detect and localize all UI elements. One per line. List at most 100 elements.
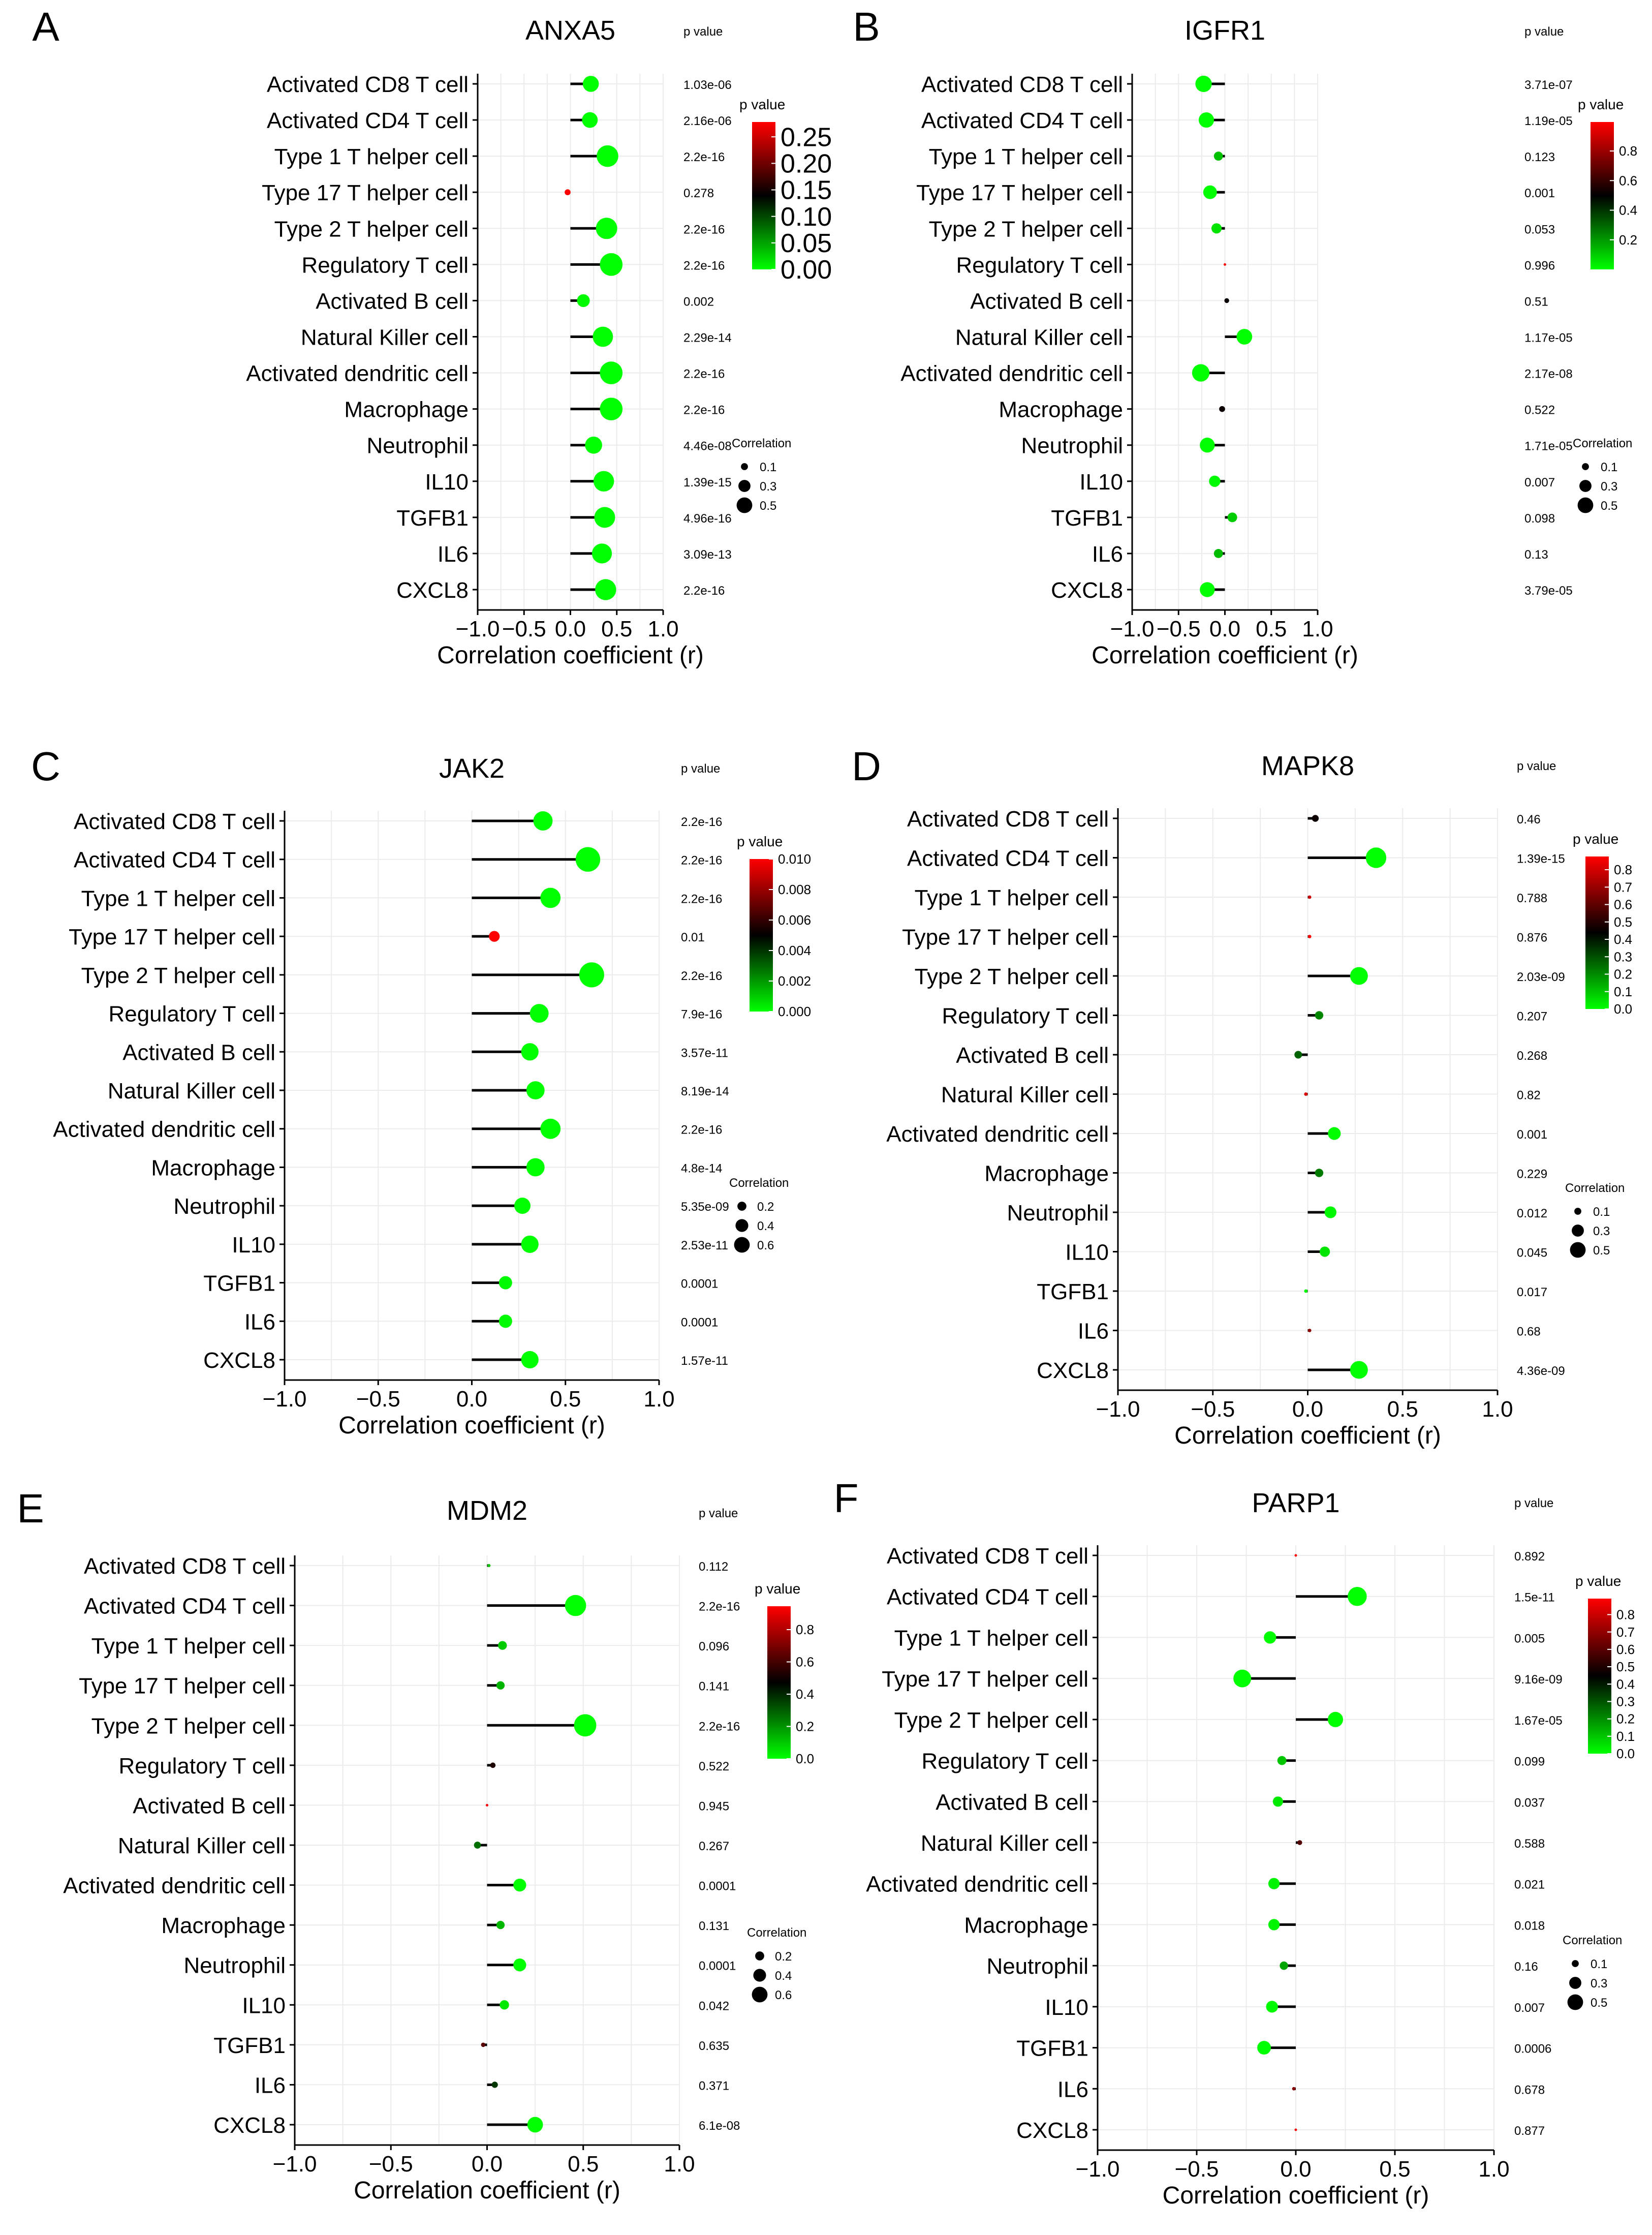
p-value-label: 2.03e-09 [1517, 970, 1565, 984]
panel-b: B IGFR1 Activated CD8 T cell Activated CD4 … [853, 4, 1637, 669]
lollipop-point [582, 76, 599, 92]
colorbar [750, 859, 773, 1012]
p-value-label: 3.79e-05 [1524, 584, 1573, 598]
p-value-label: 0.007 [1514, 2001, 1545, 2015]
p-value-label: 1.57e-11 [681, 1354, 728, 1368]
lollipop-point [1211, 223, 1222, 234]
colorbar-tick-label: 0.8 [1614, 862, 1632, 877]
lollipop-point [514, 1198, 531, 1214]
p-value-label: 0.877 [1514, 2124, 1545, 2138]
y-tick-label: Type 1 T helper cell [81, 886, 275, 911]
x-tick-label: −1.0 [1096, 1397, 1140, 1422]
y-tick-label: Activated dendritic cell [866, 1872, 1088, 1897]
colorbar-tick-label: 0.05 [781, 229, 832, 258]
colorbar-title: p value [1573, 831, 1618, 847]
p-value-label: 8.19e-14 [681, 1085, 729, 1098]
p-value-label: 0.131 [699, 1919, 729, 1933]
p-value-label: 0.945 [699, 1799, 729, 1813]
size-legend-label: 0.2 [757, 1200, 774, 1214]
y-tick-label: TGFB1 [396, 506, 469, 531]
lollipop-point [1200, 582, 1215, 597]
y-tick-label: Activated CD4 T cell [267, 108, 469, 133]
lollipop-point [1365, 847, 1387, 868]
p-value-label: 0.522 [1524, 404, 1555, 417]
y-tick-label: Neutrophil [1007, 1201, 1109, 1226]
lollipop-point [481, 2042, 486, 2047]
size-legend-dot [737, 1202, 746, 1211]
p-value-label: 7.9e-16 [681, 1008, 722, 1022]
colorbar-tick-label: 0.2 [1619, 232, 1637, 248]
lollipop-point [513, 1878, 526, 1892]
lollipop-point [1264, 1631, 1276, 1644]
p-value-label: 1.71e-05 [1524, 440, 1573, 453]
colorbar-tick-label: 0.7 [1614, 879, 1632, 895]
lollipop-point [1213, 549, 1223, 558]
size-legend-title: Correlation [1565, 1181, 1625, 1195]
chart-title: PARP1 [1252, 1488, 1339, 1518]
lollipop-point [600, 397, 623, 420]
size-legend-dot [734, 1237, 750, 1253]
p-value-label: 0.01 [681, 931, 705, 944]
p-value-label: 0.46 [1517, 813, 1541, 826]
size-legend-label: 0.2 [775, 1950, 792, 1964]
p-value-label: 0.996 [1524, 259, 1555, 272]
p-value-label: 2.53e-11 [681, 1239, 728, 1252]
p-value-label: 2.2e-16 [683, 259, 725, 272]
p-value-label: 4.96e-16 [683, 512, 732, 526]
chart-title: JAK2 [439, 753, 505, 784]
lollipop-point [540, 887, 561, 908]
lollipop-point [1266, 2001, 1278, 2013]
y-tick-label: CXCL8 [213, 2113, 286, 2138]
size-legend-label: 0.4 [775, 1969, 792, 1983]
y-tick-label: Macrophage [964, 1913, 1088, 1938]
y-tick-label: Type 17 T helper cell [69, 925, 275, 950]
colorbar-tick-label: 0.4 [796, 1687, 814, 1702]
lollipop-point [1304, 1289, 1308, 1293]
y-tick-label: Type 17 T helper cell [902, 925, 1109, 950]
panel-letter: B [853, 4, 880, 49]
lollipop-point [1257, 2041, 1271, 2055]
colorbar-tick-label: 0.7 [1616, 1625, 1635, 1640]
colorbar-tick-label: 0.10 [781, 202, 832, 232]
y-tick-label: Type 17 T helper cell [79, 1674, 286, 1699]
colorbar-tick-label: 0.010 [778, 851, 811, 867]
lollipop-point [1348, 1586, 1367, 1606]
lollipop-point [513, 1958, 526, 1972]
colorbar-tick-label: 0.0 [796, 1751, 814, 1766]
y-tick-label: Type 2 T helper cell [915, 964, 1109, 989]
x-tick-label: 0.0 [1280, 2157, 1311, 2182]
lollipop-point [1315, 1011, 1324, 1020]
p-value-label: 2.2e-16 [681, 854, 722, 868]
y-tick-label: CXCL8 [396, 578, 469, 603]
size-legend-title: Correlation [1563, 1934, 1622, 1947]
p-value-header: p value [699, 1507, 738, 1520]
colorbar-title: p value [737, 834, 783, 849]
p-value-label: 0.021 [1514, 1878, 1545, 1892]
y-tick-label: TGFB1 [1016, 2036, 1088, 2061]
y-tick-label: Type 1 T helper cell [91, 1634, 286, 1659]
size-legend-label: 0.5 [760, 499, 776, 513]
p-value-label: 2.2e-16 [683, 223, 725, 236]
colorbar-tick-label: 0.3 [1614, 949, 1632, 964]
size-legend-dot [736, 497, 753, 513]
lollipop-point [594, 471, 614, 492]
y-tick-label: Activated B cell [316, 289, 469, 314]
y-tick-label: Macrophage [151, 1155, 275, 1180]
p-value-label: 0.045 [1517, 1246, 1547, 1260]
lollipop-point [496, 1681, 505, 1690]
p-value-label: 1.39e-15 [1517, 852, 1565, 866]
x-tick-label: −0.5 [502, 617, 546, 641]
colorbar-tick-label: 0.6 [796, 1655, 814, 1670]
lollipop-point [521, 1235, 539, 1253]
lollipop-point [1198, 112, 1214, 128]
p-value-label: 0.268 [1517, 1049, 1547, 1063]
lollipop-point [1268, 1878, 1280, 1889]
y-tick-label: Natural Killer cell [921, 1831, 1088, 1856]
size-legend-dot [741, 463, 748, 470]
p-value-label: 0.0001 [699, 1880, 736, 1893]
colorbar-tick-label: 0.6 [1614, 897, 1632, 912]
p-value-label: 0.007 [1524, 476, 1555, 489]
lollipop-point [600, 361, 623, 384]
p-value-label: 0.098 [1524, 512, 1555, 526]
lollipop-point [490, 1762, 496, 1768]
